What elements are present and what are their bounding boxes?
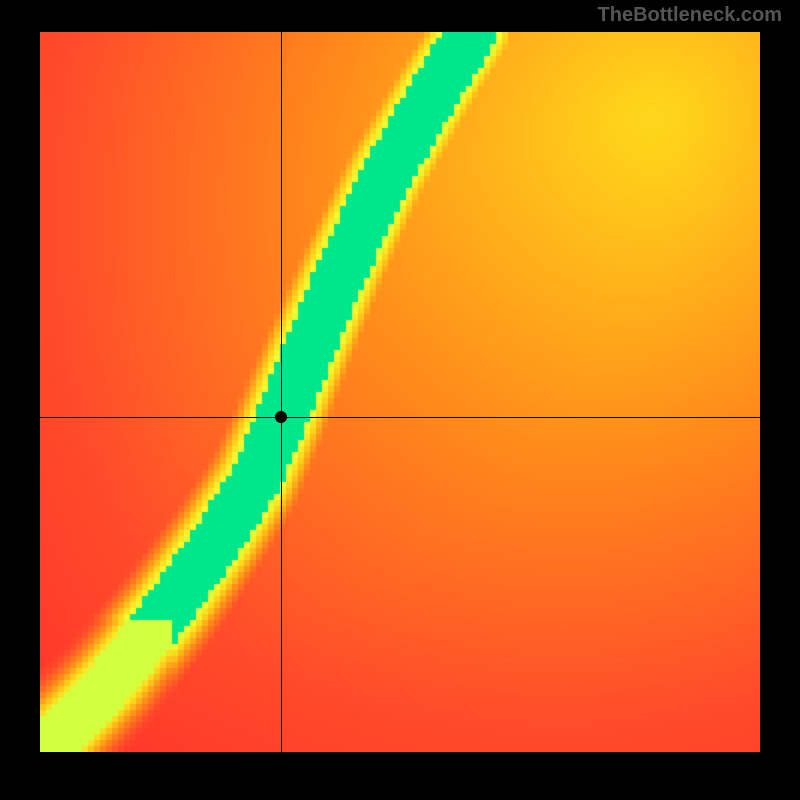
crosshair-vertical — [281, 32, 282, 752]
selected-point-marker — [275, 411, 287, 423]
heatmap-plot — [40, 32, 760, 752]
crosshair-horizontal — [40, 417, 760, 418]
heatmap-canvas — [40, 32, 760, 752]
watermark-text: TheBottleneck.com — [598, 4, 782, 27]
